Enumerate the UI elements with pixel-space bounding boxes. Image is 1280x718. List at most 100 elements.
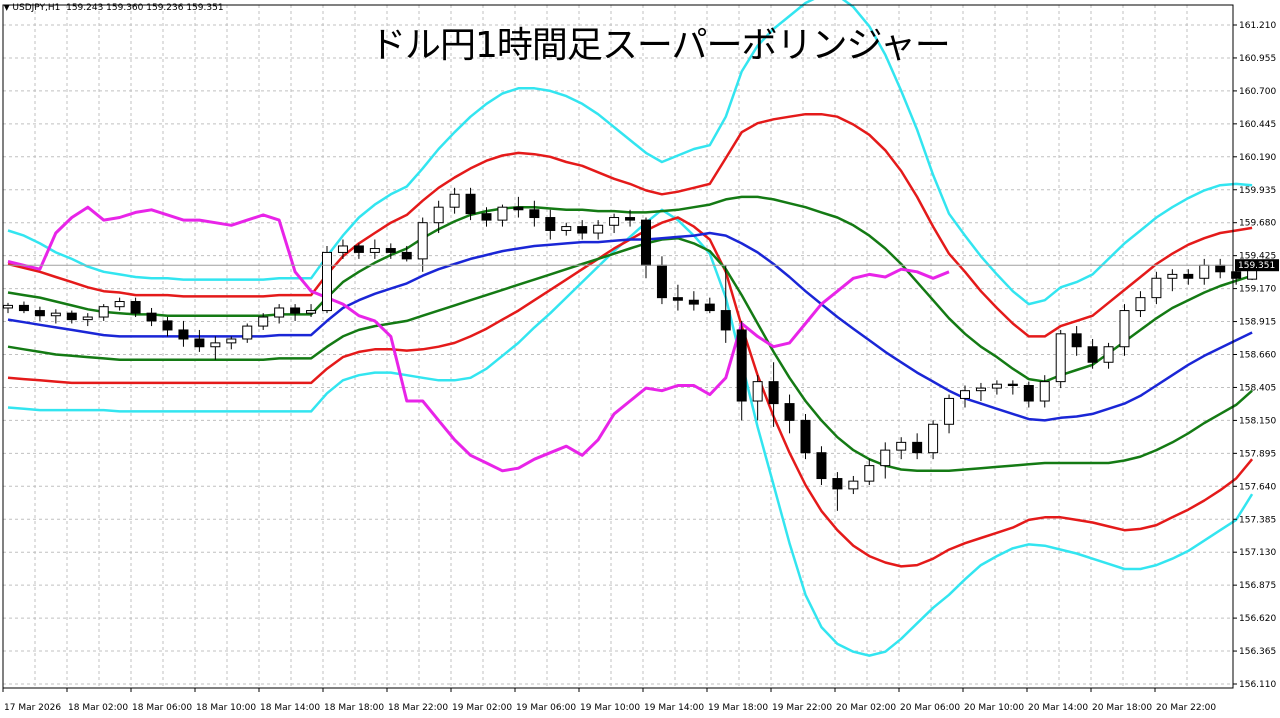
- current-price-tag: 159.351: [1235, 259, 1279, 272]
- y-tick-label: 161.210: [1239, 21, 1276, 31]
- y-tick-label: 157.895: [1239, 449, 1276, 459]
- y-tick-label: 156.110: [1239, 680, 1276, 690]
- x-tick-label: 18 Mar 18:00: [324, 703, 384, 713]
- candle-body: [864, 465, 875, 482]
- candle-body: [34, 310, 45, 317]
- candle: [609, 213, 620, 234]
- y-axis: 161.210 160.955 160.700 160.445 160.190 159.9…: [1233, 21, 1276, 690]
- upper-band-3-line: [7, 0, 1253, 306]
- candle-body: [353, 245, 364, 253]
- y-tick-label: 157.640: [1239, 482, 1276, 492]
- candle: [1183, 269, 1194, 285]
- candle-body: [736, 329, 747, 402]
- candle-body: [146, 312, 157, 322]
- y-tick-label: 160.955: [1239, 54, 1276, 64]
- candle-body: [704, 303, 715, 312]
- grid: [2, 5, 1233, 688]
- y-tick-label: 158.150: [1239, 416, 1276, 426]
- y-tick-label: 159.425: [1239, 252, 1276, 262]
- candle: [322, 245, 332, 314]
- candle: [18, 301, 29, 314]
- candle-body: [3, 304, 13, 309]
- candle-body: [210, 342, 221, 348]
- candle: [513, 196, 524, 218]
- candle-body: [1103, 346, 1114, 363]
- price-tag-box: [1235, 259, 1279, 272]
- candle-body: [274, 307, 285, 318]
- middle-band-line: [7, 231, 1253, 422]
- x-tick-label: 19 Mar 18:00: [708, 703, 768, 713]
- candle: [353, 243, 364, 259]
- candle: [1087, 338, 1098, 369]
- candle-body: [1151, 277, 1162, 299]
- candle-body: [816, 452, 827, 480]
- candle: [66, 310, 77, 324]
- y-tick-label: 156.620: [1239, 614, 1276, 624]
- candle: [146, 307, 157, 327]
- candle: [194, 329, 205, 352]
- candle-body: [1119, 310, 1130, 348]
- candle-body: [82, 316, 93, 321]
- y-tick-label: 159.935: [1239, 186, 1276, 196]
- candle: [1135, 291, 1146, 318]
- candle-body: [1039, 381, 1050, 402]
- candle-body: [369, 248, 380, 253]
- plot-border: [2, 4, 1234, 689]
- chart-frame: [2, 4, 1234, 689]
- candle-body: [641, 219, 651, 266]
- x-tick-label: 20 Mar 18:00: [1092, 703, 1152, 713]
- candle-body: [194, 338, 205, 348]
- candle: [1071, 326, 1082, 356]
- candle: [481, 207, 492, 227]
- candle-body: [688, 299, 699, 305]
- collapse-triangle-icon[interactable]: ▼: [4, 4, 10, 12]
- x-tick-label: 20 Mar 14:00: [1028, 703, 1088, 713]
- candle-body: [337, 245, 348, 253]
- candle: [497, 204, 508, 227]
- candle: [960, 385, 970, 408]
- candle-body: [1071, 333, 1082, 348]
- y-tick-label: 158.915: [1239, 318, 1276, 328]
- x-tick-label: 18 Mar 02:00: [68, 703, 128, 713]
- candle-body: [991, 383, 1002, 389]
- x-tick-label: 18 Mar 10:00: [196, 703, 256, 713]
- candle: [114, 297, 125, 311]
- candle: [896, 437, 907, 460]
- candle: [720, 265, 731, 343]
- y-tick-label: 159.170: [1239, 285, 1276, 295]
- candle-body: [1135, 297, 1146, 312]
- y-tick-label: 159.680: [1239, 219, 1276, 229]
- candle: [465, 187, 476, 221]
- candle: [672, 284, 683, 311]
- candle-body: [625, 217, 636, 221]
- candle: [752, 375, 763, 421]
- candle-body: [1231, 271, 1242, 279]
- candle-body: [832, 478, 843, 490]
- x-tick-label: 20 Mar 06:00: [900, 703, 960, 713]
- candle: [768, 362, 779, 427]
- candle: [242, 323, 253, 343]
- candle-body: [672, 297, 683, 301]
- candle: [880, 442, 891, 479]
- candle-body: [960, 390, 970, 399]
- candle-body: [593, 224, 604, 234]
- candle: [816, 446, 827, 486]
- candle: [290, 304, 301, 321]
- candle-body: [162, 320, 173, 331]
- candle-body: [784, 403, 795, 421]
- candle: [98, 304, 109, 321]
- candle-body: [1199, 264, 1210, 279]
- candle: [258, 313, 269, 330]
- candle-body: [1167, 273, 1178, 279]
- candle-body: [656, 264, 667, 299]
- candle: [50, 309, 61, 324]
- candle: [178, 320, 189, 347]
- x-tick-label: 19 Mar 14:00: [644, 703, 704, 713]
- candle-body: [1023, 385, 1034, 402]
- x-tick-label: 18 Mar 22:00: [388, 703, 448, 713]
- candle-body: [417, 222, 428, 260]
- candle: [928, 420, 939, 460]
- candle: [688, 291, 699, 311]
- upper-band-2-line: [7, 112, 1253, 338]
- y-tick-label: 157.385: [1239, 515, 1276, 525]
